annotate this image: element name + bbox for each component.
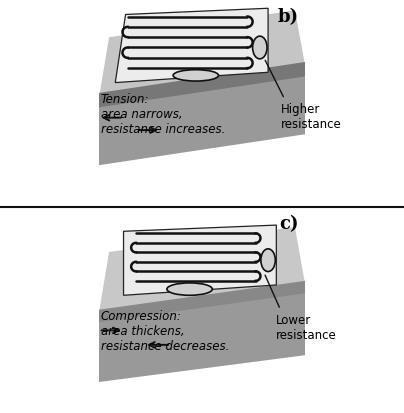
Ellipse shape bbox=[252, 36, 267, 59]
Text: b): b) bbox=[278, 8, 299, 26]
Text: Tension:
area narrows,
resistance increases.: Tension: area narrows, resistance increa… bbox=[101, 93, 225, 136]
Ellipse shape bbox=[167, 283, 213, 295]
Polygon shape bbox=[99, 281, 305, 322]
Ellipse shape bbox=[173, 70, 219, 81]
Polygon shape bbox=[99, 285, 305, 382]
Text: Compression:
area thickens,
resistance decreases.: Compression: area thickens, resistance d… bbox=[101, 310, 229, 353]
Polygon shape bbox=[99, 62, 305, 107]
Polygon shape bbox=[99, 227, 305, 314]
Polygon shape bbox=[124, 225, 276, 295]
Ellipse shape bbox=[261, 249, 275, 272]
Polygon shape bbox=[99, 66, 305, 165]
Text: Higher
resistance: Higher resistance bbox=[280, 103, 341, 131]
Text: c): c) bbox=[280, 215, 299, 233]
Polygon shape bbox=[99, 10, 305, 99]
Text: Lower
resistance: Lower resistance bbox=[276, 314, 337, 342]
Polygon shape bbox=[115, 8, 268, 83]
